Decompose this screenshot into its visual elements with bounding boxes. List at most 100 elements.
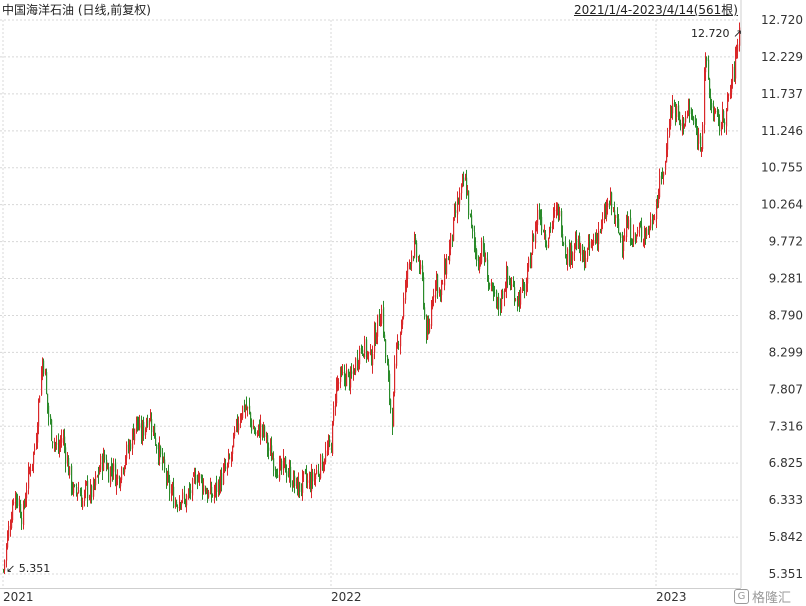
candle-body (285, 456, 287, 473)
chart-title: 中国海洋石油 (日线,前复权) (2, 3, 151, 17)
candle-body (99, 469, 101, 474)
candle-body (221, 473, 223, 486)
candle-body (212, 494, 214, 497)
candle-body (158, 448, 160, 459)
candle-body (441, 284, 443, 296)
candle-body (680, 123, 682, 126)
candle-body (653, 221, 655, 223)
candle-body (290, 466, 292, 486)
candle-body (244, 403, 246, 411)
candle-body (219, 481, 221, 493)
candle-body (112, 470, 114, 473)
candle-body (47, 393, 49, 407)
candle-body (397, 342, 399, 347)
candle-body (635, 233, 637, 237)
candle-body (301, 490, 303, 492)
candle-body (372, 353, 374, 366)
date-range-label[interactable]: 2021/1/4-2023/4/14(561根) (573, 3, 738, 17)
candle-body (620, 233, 622, 239)
candle-body (528, 258, 530, 268)
candle-body (124, 466, 126, 473)
candle-body (125, 459, 127, 465)
candle-body (705, 55, 707, 73)
candle-body (428, 323, 430, 332)
candle-body (306, 473, 308, 482)
candle-body (697, 130, 699, 145)
candle-body (496, 290, 498, 301)
candle-body (159, 444, 161, 460)
candle-body (614, 210, 616, 221)
candle-body (100, 455, 102, 470)
candle-body (231, 455, 233, 459)
y-tick-label: 5.351 (769, 567, 803, 581)
candle-body (322, 456, 324, 471)
candle-body (236, 419, 238, 430)
candle-body (91, 485, 93, 498)
candle-body (363, 353, 365, 358)
candle-body (142, 423, 144, 439)
candle-body (36, 441, 38, 448)
candle-body (459, 192, 461, 204)
candle-body (220, 472, 222, 493)
candle-body (497, 297, 499, 302)
candle-body (327, 449, 329, 452)
candle-body (257, 431, 259, 433)
candle-body (311, 472, 313, 492)
candle-body (260, 423, 262, 437)
candle-body (593, 240, 595, 244)
candle-body (63, 436, 65, 439)
candle-body (351, 371, 353, 374)
candle-body (215, 483, 217, 492)
candle-body (410, 263, 412, 265)
candle-body (312, 472, 314, 482)
y-tick-label: 6.825 (769, 456, 803, 470)
candle-body (613, 208, 615, 210)
candle-body (515, 299, 517, 301)
candle-body (84, 491, 86, 501)
candle-body (345, 376, 347, 385)
candle-body (111, 466, 113, 469)
candle-body (283, 457, 285, 470)
candle-body (103, 452, 105, 471)
candle-body (715, 110, 717, 113)
candle-body (354, 370, 356, 374)
candle-body (452, 234, 454, 241)
candle-body (42, 359, 44, 376)
candle-body (90, 486, 92, 498)
candle-body (644, 232, 646, 241)
grid-lines (0, 19, 740, 588)
candle-body (23, 504, 25, 525)
candle-body (669, 125, 671, 136)
candle-body (735, 51, 737, 79)
candle-body (474, 232, 476, 244)
candle-body (21, 517, 23, 525)
candle-body (435, 281, 437, 298)
candle-body (26, 490, 28, 499)
candle-body (396, 346, 398, 366)
candle-body (511, 284, 513, 287)
candle-body (358, 362, 360, 366)
candle-body (605, 210, 607, 217)
candle-body (71, 465, 73, 490)
candle-body (87, 480, 89, 499)
candle-body (299, 482, 301, 492)
candle-body (348, 369, 350, 372)
candle-body (302, 474, 304, 493)
y-axis: 12.720 12.229 11.737 11.246 10.755 10.264 9.77… (761, 13, 803, 581)
candle-body (641, 226, 643, 238)
candle-body (579, 236, 581, 253)
candle-body (670, 107, 672, 127)
candle-body (462, 178, 464, 183)
candle-body (658, 196, 660, 204)
candle-body (437, 274, 439, 294)
candle-body (166, 470, 168, 481)
candle-body (687, 112, 689, 115)
x-tick-label: 2023 (656, 590, 687, 604)
candle-body (375, 329, 377, 345)
candle-body (611, 192, 613, 209)
candle-body (218, 481, 220, 491)
candle-body (400, 333, 402, 347)
candle-body (628, 219, 630, 229)
candle-body (3, 570, 5, 572)
candle-body (181, 500, 183, 505)
